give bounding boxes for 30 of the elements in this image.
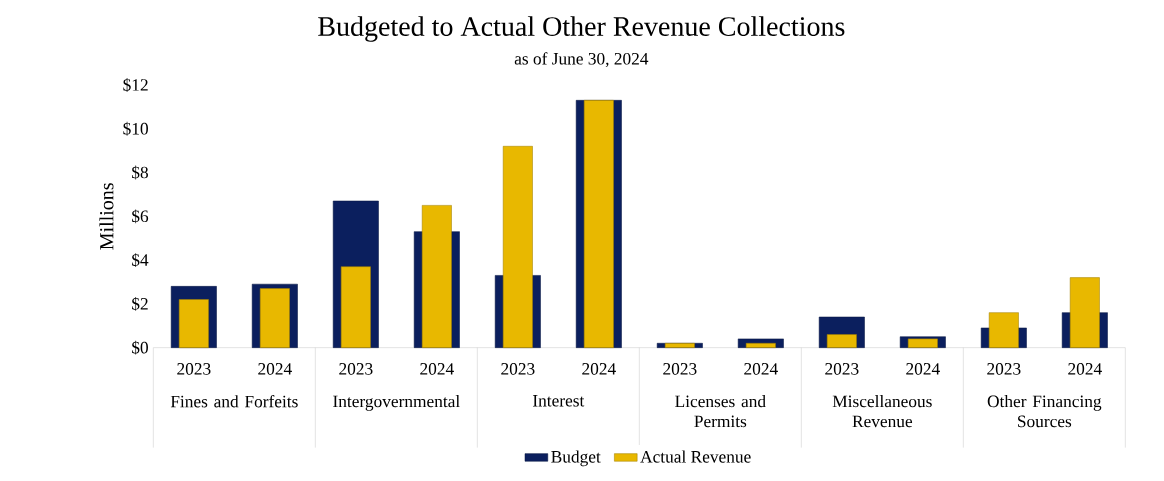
x-tick-label: 2023 <box>177 363 211 375</box>
x-tick-label: 2023 <box>663 363 697 375</box>
legend-label: Actual Revenue <box>640 450 751 463</box>
x-tick-label: 2024 <box>258 363 292 375</box>
legend-label: Budget <box>551 450 601 467</box>
text: Miscellaneous Revenue <box>832 395 932 428</box>
x-tick-label: 2024 <box>582 363 616 375</box>
x-tick-label: 2023 <box>501 363 535 375</box>
x-tick-label: 2024 <box>420 363 454 375</box>
y-tick-label: $2 <box>132 296 148 311</box>
chart-subtitle: as of June 30, 2024 <box>514 52 649 68</box>
y-tick-label: $10 <box>123 121 148 136</box>
y-tick-label: $4 <box>132 253 149 268</box>
x-tick-label: 2024 <box>1068 363 1102 375</box>
x-tick-label: 2023 <box>825 363 859 375</box>
y-tick-label: $6 <box>132 209 149 224</box>
text: Interest <box>532 395 585 407</box>
text: Other Financing Sources <box>987 395 1102 428</box>
chart-title: Budgeted to Actual Other Revenue Collections <box>318 16 845 42</box>
text: Fines and Forfeits <box>170 395 298 408</box>
x-tick-label: 2023 <box>339 363 373 375</box>
y-tick-label: $0 <box>132 340 148 355</box>
text: Licenses and Permits <box>675 395 766 428</box>
y-tick-label: $8 <box>132 165 148 180</box>
y-axis-title: Millions <box>99 183 114 250</box>
x-tick-label: 2024 <box>906 363 940 375</box>
x-tick-label: 2024 <box>744 363 778 375</box>
x-tick-label: 2023 <box>987 363 1021 375</box>
text: Intergovernmental <box>333 395 460 411</box>
y-tick-label: $12 <box>123 78 148 92</box>
